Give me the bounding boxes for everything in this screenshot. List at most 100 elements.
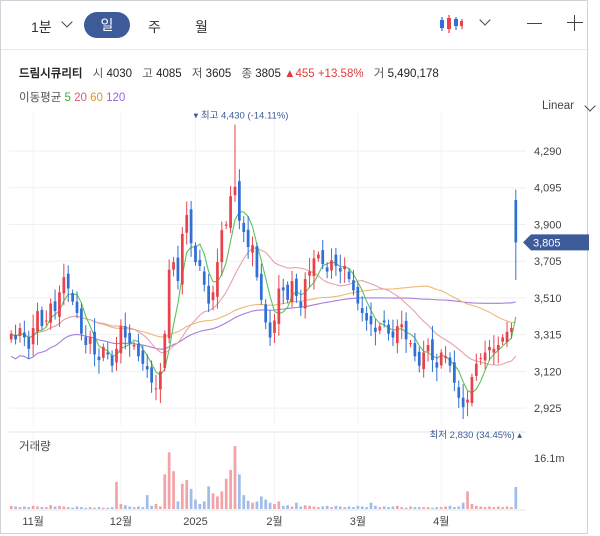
volume-bar <box>259 496 263 509</box>
candle-body <box>211 292 215 301</box>
candle-body <box>290 280 294 303</box>
candle-body <box>343 265 347 270</box>
candle-body <box>431 339 434 361</box>
volume-bar <box>53 506 57 509</box>
x-tick-label: 2월 <box>266 515 282 528</box>
volume-bar <box>246 500 250 509</box>
volume-bar <box>435 507 439 509</box>
volume-bar <box>110 507 114 509</box>
volume-bar <box>295 502 298 509</box>
ma-label: 이동평균 <box>19 92 62 104</box>
volume-bar <box>40 507 44 509</box>
y-tick-label: 3,315 <box>534 330 562 342</box>
volume-bar <box>180 483 184 509</box>
candle-body <box>80 308 83 334</box>
interval-selector[interactable]: 1분 <box>31 19 52 35</box>
volume-bar <box>281 505 285 509</box>
low-marker-label: 최저 2,830 (34.45%) ▴ <box>430 430 523 441</box>
candle-body <box>448 357 452 366</box>
volume-bar <box>36 506 39 509</box>
moving-average-legend: 이동평균 5 20 60 120 <box>19 89 125 105</box>
volume-bar <box>474 505 478 509</box>
volume-bar <box>198 503 202 509</box>
scale-mode-selector[interactable]: Linear <box>542 100 596 112</box>
volume-bar <box>150 505 153 509</box>
volume-bar <box>9 505 13 509</box>
volume-bar <box>137 506 140 509</box>
candle-body <box>281 287 285 291</box>
candle-body <box>167 269 171 339</box>
candle-body <box>207 285 211 304</box>
volume-bar <box>347 506 351 509</box>
candle-body <box>360 308 364 313</box>
candle-body <box>119 326 123 354</box>
tab-month[interactable]: 월 <box>195 19 208 35</box>
volume-bar <box>422 507 426 509</box>
volume-bar <box>338 506 342 509</box>
change-up-icon: ▲ <box>284 68 296 80</box>
volume-label: 거 <box>373 68 385 80</box>
candle-body <box>316 254 320 259</box>
volume-bar <box>492 507 496 509</box>
volume-bar <box>382 506 386 509</box>
candle-body <box>106 352 110 355</box>
candle-body <box>71 293 74 302</box>
volume-bar <box>211 493 215 509</box>
candle-body <box>382 320 386 323</box>
tab-day[interactable]: 일 <box>84 12 130 38</box>
volume-bar <box>101 507 105 509</box>
tab-week[interactable]: 주 <box>148 19 161 35</box>
candle-body <box>44 320 48 322</box>
open-label: 시 <box>92 68 104 80</box>
candle-body <box>110 355 114 366</box>
candle-body <box>264 304 268 323</box>
candle-body <box>325 267 329 272</box>
candle-body <box>49 303 53 323</box>
volume-bar <box>470 503 474 509</box>
volume-bar <box>431 507 434 509</box>
volume-bar <box>172 471 175 509</box>
volume-bar <box>233 446 237 509</box>
candlestick-chart[interactable]: 4,290 4,095 3,900 3,705 3,510 3,315 3,120 2,925… <box>1 1 589 535</box>
candle-body <box>492 348 496 353</box>
candle-body <box>308 271 311 276</box>
candle-body <box>198 259 202 266</box>
candle-chart-icon[interactable] <box>438 13 464 35</box>
ma20-label: 20 <box>74 92 87 104</box>
candle-body <box>141 350 145 364</box>
candle-body <box>53 301 57 312</box>
volume-bar <box>154 503 158 509</box>
low-label: 저 <box>191 68 203 80</box>
candle-body <box>409 343 412 345</box>
volume-bar <box>49 505 53 509</box>
volume-bar <box>194 499 197 509</box>
volume-bar <box>461 502 465 509</box>
volume-bar <box>501 507 505 509</box>
candle-body <box>9 333 13 340</box>
minimize-icon[interactable] <box>527 23 542 24</box>
candle-body <box>286 284 289 300</box>
volume-bar <box>123 505 127 509</box>
candle-body <box>97 356 101 361</box>
candle-body <box>132 345 136 347</box>
candle-body <box>137 343 140 357</box>
candle-body <box>488 346 491 351</box>
plus-icon[interactable] <box>567 15 583 31</box>
volume-bar <box>391 506 395 509</box>
candle-body <box>216 262 219 297</box>
candle-body <box>75 301 79 313</box>
x-tick-label: 2025 <box>183 516 207 528</box>
candle-body <box>510 328 513 332</box>
x-tick-label: 12월 <box>110 515 132 528</box>
y-tick-label: 4,095 <box>534 183 562 195</box>
volume-bar <box>466 491 469 509</box>
candle-body <box>194 245 197 263</box>
candle-body <box>356 287 360 304</box>
candle-body <box>439 352 443 366</box>
candle-body <box>229 196 232 228</box>
volume-bar <box>238 474 241 509</box>
scale-mode-label: Linear <box>542 100 574 112</box>
candle-body <box>422 352 426 370</box>
candle-body <box>334 254 338 266</box>
candle-body <box>66 273 70 289</box>
